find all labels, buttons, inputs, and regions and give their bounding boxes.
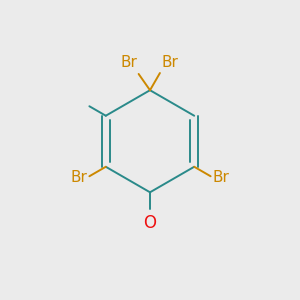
Text: Br: Br <box>161 55 178 70</box>
Text: Br: Br <box>120 56 137 70</box>
Text: Br: Br <box>213 170 230 185</box>
Text: Br: Br <box>70 170 87 185</box>
Text: O: O <box>143 214 157 232</box>
